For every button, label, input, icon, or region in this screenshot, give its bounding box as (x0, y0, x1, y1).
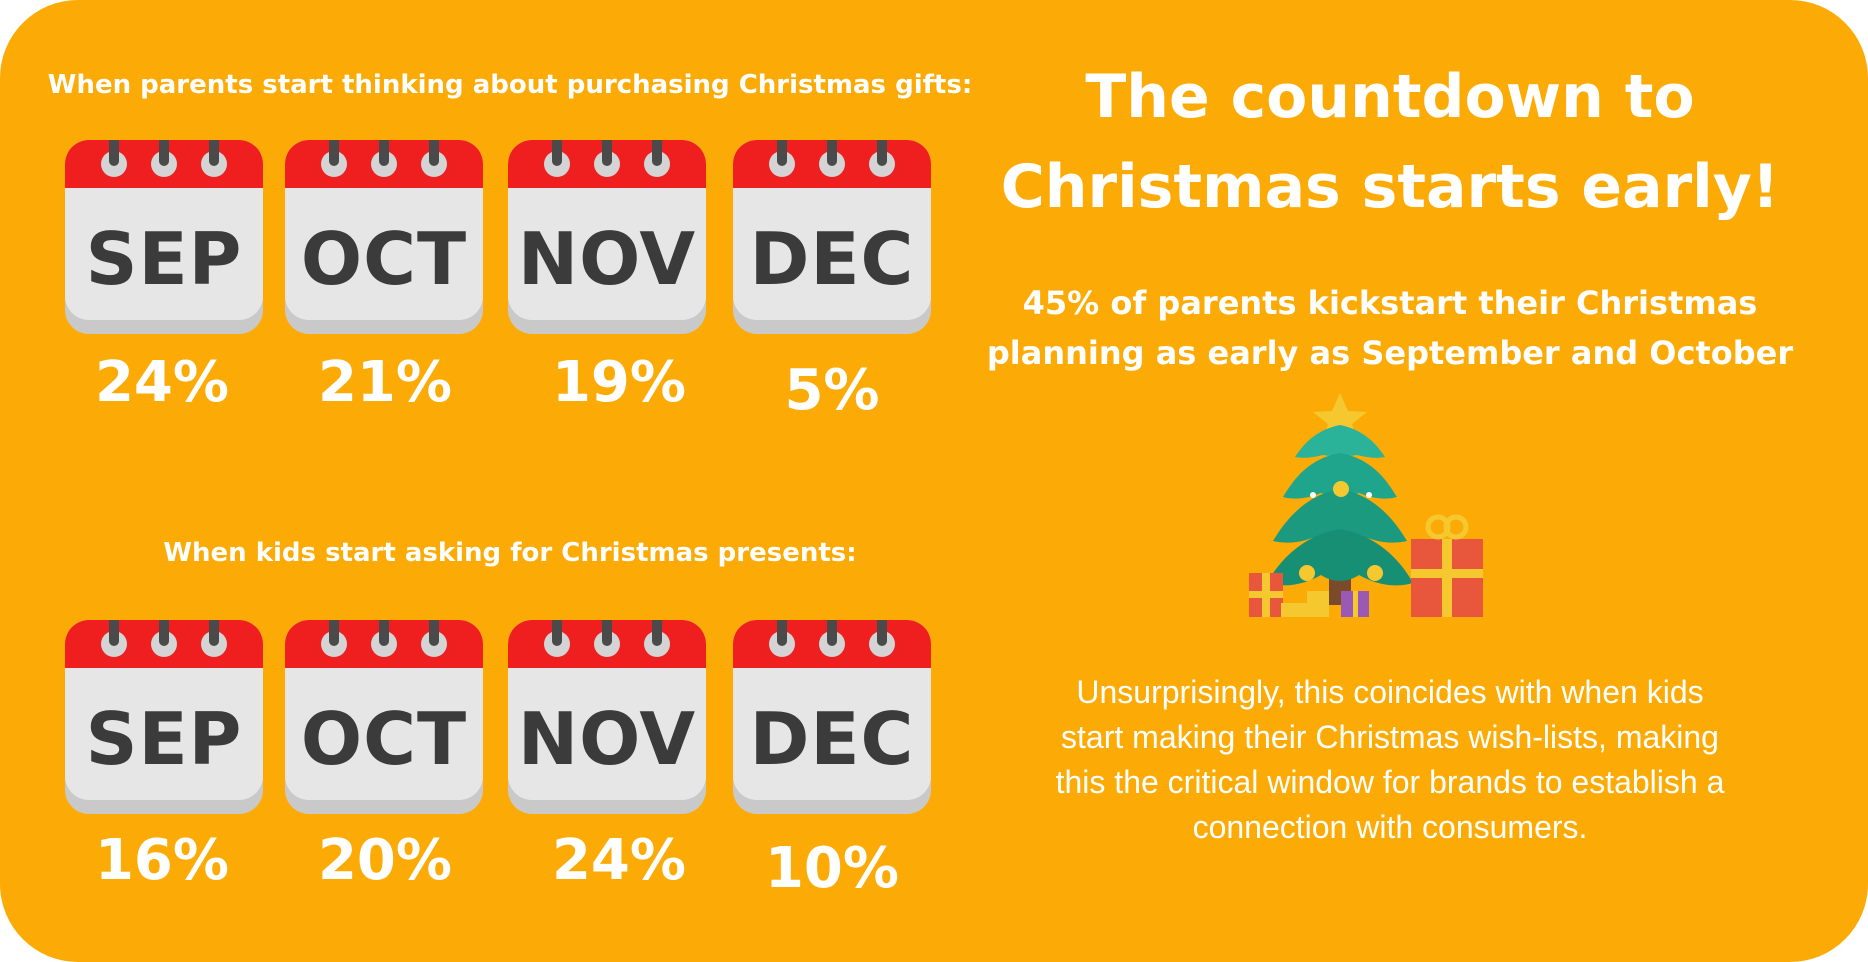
month-label: SEP (85, 217, 243, 301)
month-label: OCT (300, 217, 468, 301)
calendar-oct-kids: OCT (285, 620, 483, 816)
month-label: SEP (85, 697, 243, 781)
subtitle-line-2: planning as early as September and Octob… (986, 334, 1794, 372)
title-line-2: Christmas starts early! (1000, 152, 1780, 222)
christmas-tree-with-gifts-icon (1249, 393, 1483, 617)
percent-oct-parents: 21% (317, 350, 453, 415)
kids-heading: When kids start asking for Christmas pre… (163, 538, 857, 568)
percent-nov-kids: 24% (551, 828, 687, 893)
body-line-1: Unsurprisingly, this coincides with when… (1076, 674, 1704, 710)
title-line-1: The countdown to (1085, 62, 1695, 132)
subtitle-line-1: 45% of parents kickstart their Christmas (1022, 284, 1758, 322)
percent-dec-parents: 5% (784, 358, 880, 423)
month-label: DEC (749, 217, 915, 301)
percent-dec-kids: 10% (764, 836, 900, 901)
percent-oct-kids: 20% (317, 828, 453, 893)
subtitle: 45% of parents kickstart their Christmas… (975, 278, 1805, 378)
calendar-dec-parents: DEC (733, 140, 931, 336)
percent-sep-kids: 16% (94, 828, 230, 893)
calendar-nov-kids: NOV (508, 620, 706, 816)
body-line-4: connection with consumers. (1192, 809, 1588, 845)
month-label: NOV (517, 217, 697, 301)
body-line-3: this the critical window for brands to e… (1055, 764, 1725, 800)
month-label: NOV (517, 697, 697, 781)
month-label: DEC (749, 697, 915, 781)
page-title: The countdown to Christmas starts early! (990, 52, 1790, 232)
calendar-sep-parents: SEP (65, 140, 263, 336)
parents-heading: When parents start thinking about purcha… (47, 70, 973, 100)
calendar-dec-kids: DEC (733, 620, 931, 816)
percent-sep-parents: 24% (94, 350, 230, 415)
percent-nov-parents: 19% (551, 350, 687, 415)
calendar-sep-kids: SEP (65, 620, 263, 816)
calendar-oct-parents: OCT (285, 140, 483, 336)
calendar-nov-parents: NOV (508, 140, 706, 336)
body-line-2: start making their Christmas wish-lists,… (1061, 719, 1719, 755)
body-paragraph: Unsurprisingly, this coincides with when… (975, 670, 1805, 850)
month-label: OCT (300, 697, 468, 781)
